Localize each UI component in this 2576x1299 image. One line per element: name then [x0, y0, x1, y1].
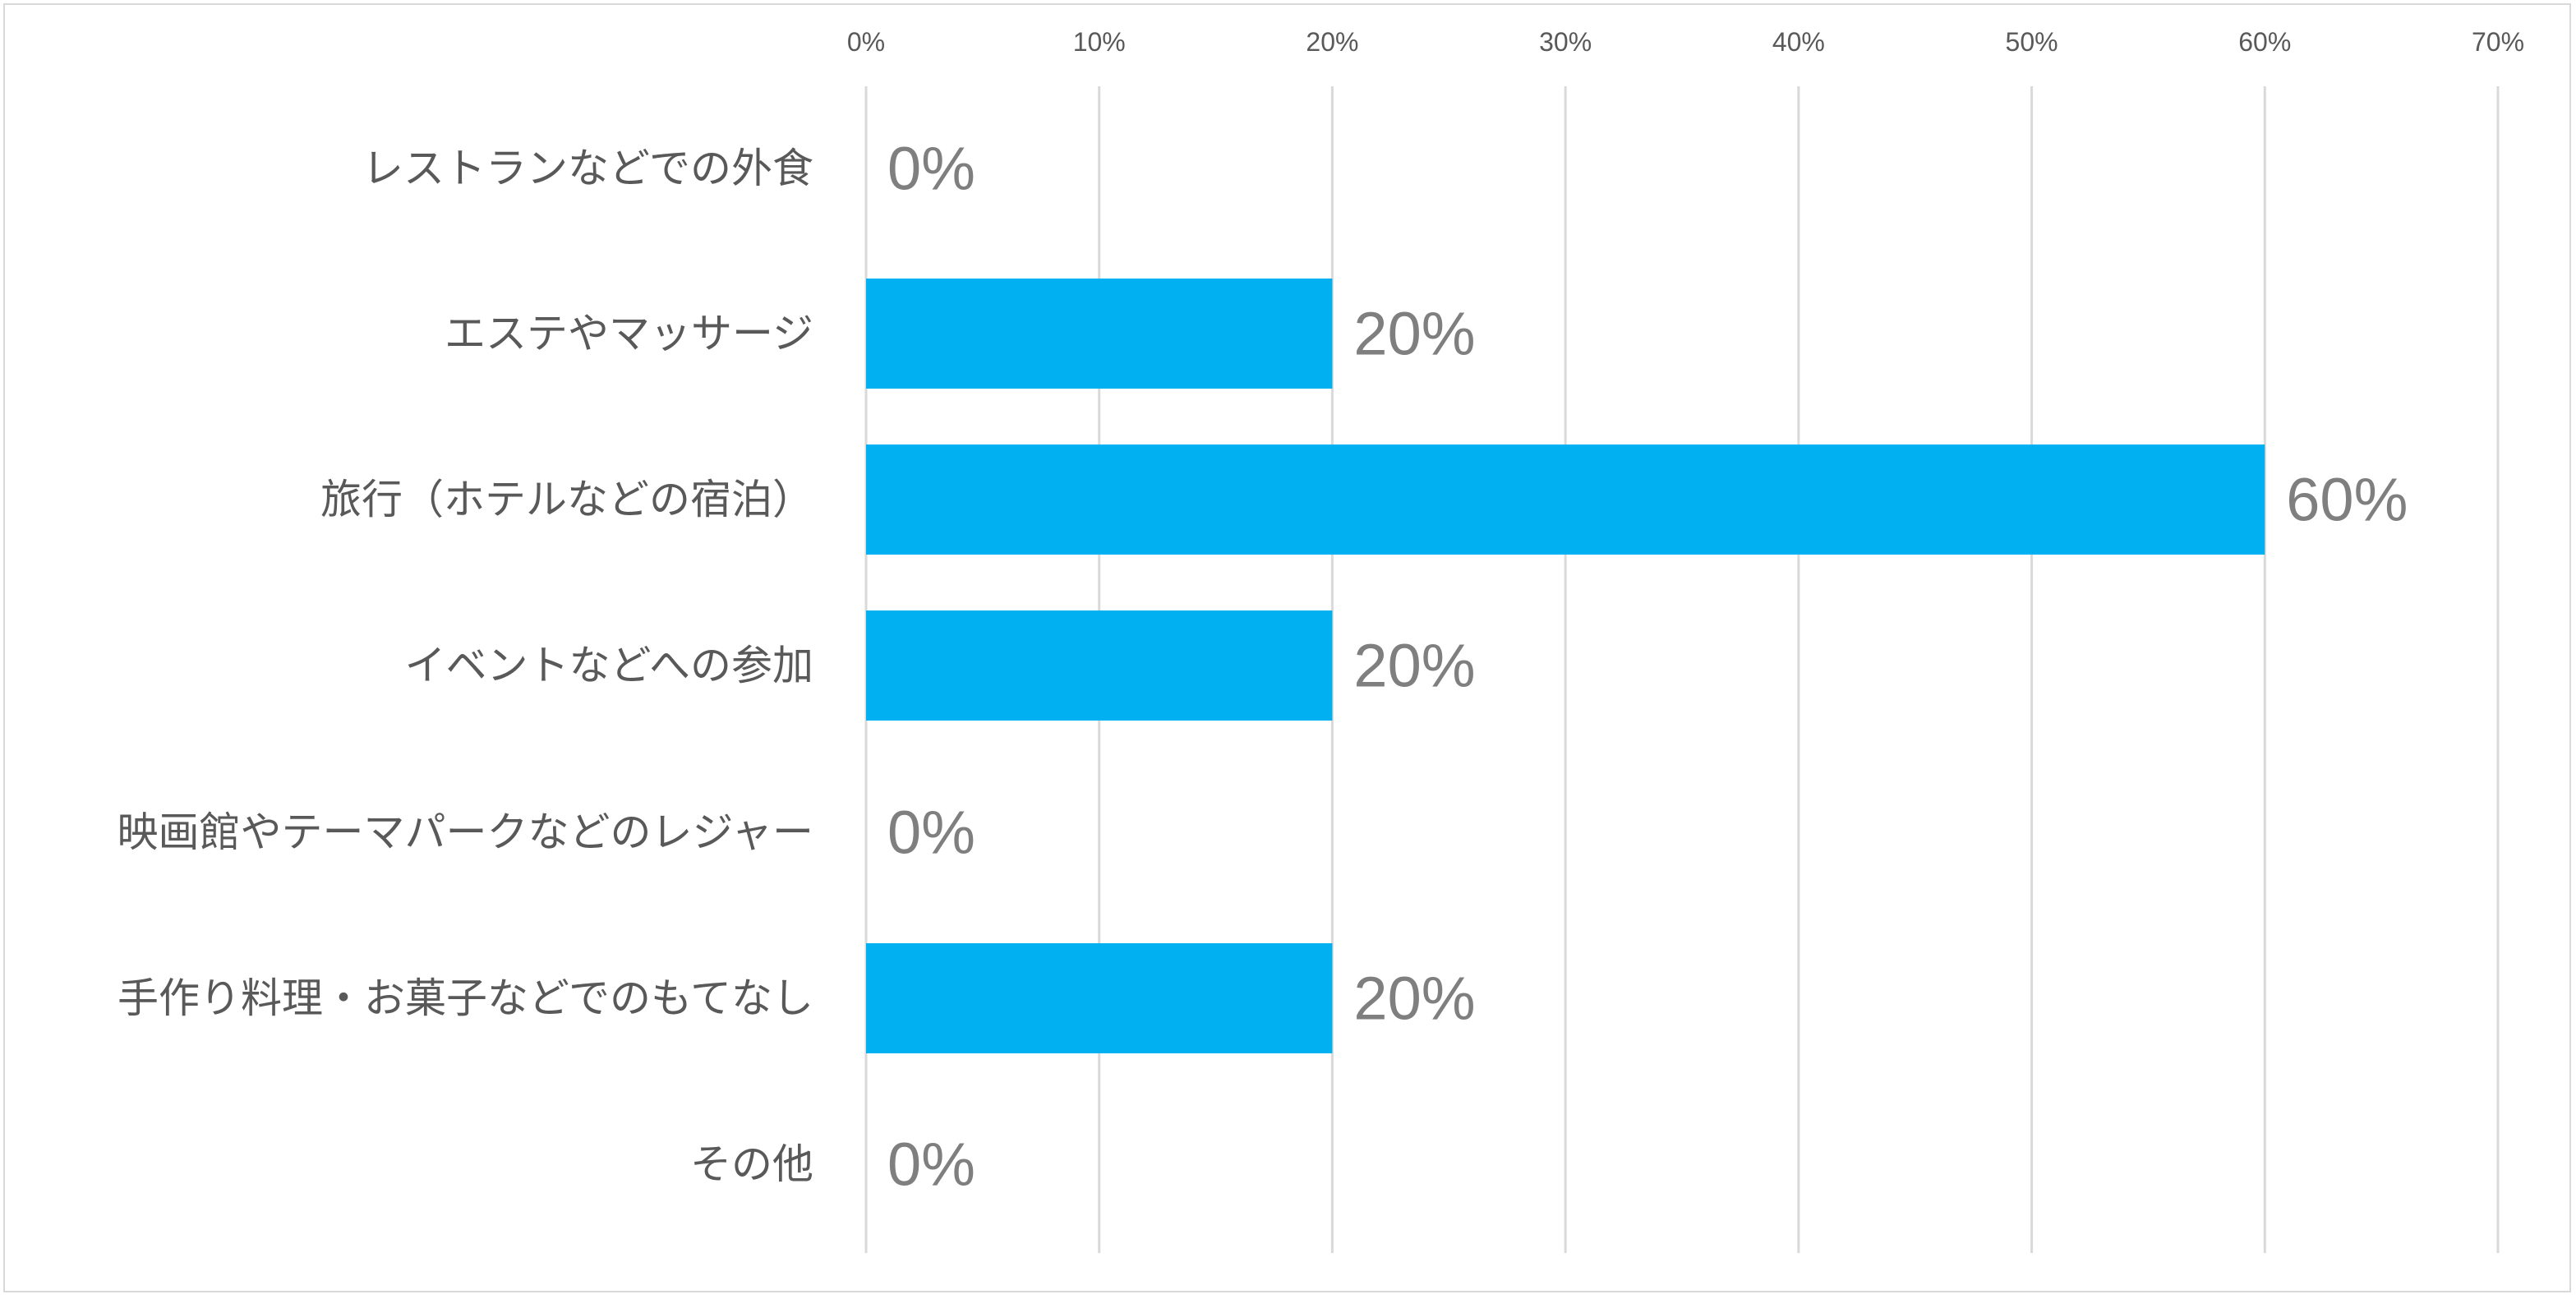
- category-label: その他: [690, 1140, 813, 1188]
- x-axis-ticks: 0% 10% 20% 30% 40% 50% 60% 70%: [847, 27, 2524, 57]
- category-label: レストランなどでの外食: [362, 145, 813, 192]
- data-label: 20%: [1353, 300, 1475, 368]
- data-label: 0%: [887, 1131, 975, 1199]
- category-label: 旅行（ホテルなどの宿泊）: [320, 476, 813, 523]
- x-tick-label: 30%: [1539, 27, 1592, 57]
- x-tick-label: 70%: [2472, 27, 2524, 57]
- x-tick-label: 0%: [847, 27, 885, 57]
- data-label: 20%: [1353, 965, 1475, 1033]
- data-labels: 0% 20% 60% 20% 0% 20% 0%: [887, 135, 2408, 1199]
- bars: [866, 279, 2265, 1053]
- x-tick-label: 40%: [1772, 27, 1825, 57]
- bar: [866, 279, 1333, 389]
- x-tick-label: 20%: [1306, 27, 1358, 57]
- x-tick-label: 60%: [2238, 27, 2291, 57]
- bar: [866, 445, 2265, 555]
- category-label: 手作り料理・お菓子などでのもてなし: [118, 974, 813, 1022]
- category-label: 映画館やテーマパークなどのレジャー: [118, 808, 814, 856]
- x-tick-label: 10%: [1073, 27, 1126, 57]
- x-tick-label: 50%: [2006, 27, 2058, 57]
- category-label: エステやマッサージ: [445, 310, 813, 357]
- data-label: 0%: [887, 799, 975, 867]
- data-label: 60%: [2286, 466, 2408, 534]
- category-label: イベントなどへの参加: [405, 642, 814, 689]
- data-label: 0%: [887, 135, 975, 203]
- bar: [866, 610, 1333, 721]
- data-label: 20%: [1353, 632, 1475, 700]
- bar: [866, 943, 1333, 1053]
